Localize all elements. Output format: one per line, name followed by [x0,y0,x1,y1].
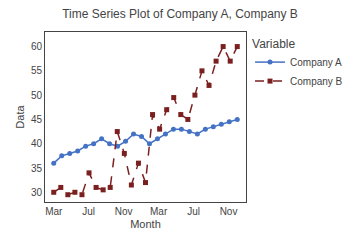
svg-text:60: 60 [31,41,43,52]
svg-text:Month: Month [130,218,161,230]
svg-text:35: 35 [31,163,43,174]
svg-text:Company A: Company A [290,57,342,68]
svg-text:55: 55 [31,65,43,76]
svg-text:50: 50 [31,90,43,101]
svg-text:Nov: Nov [115,206,133,217]
svg-text:Time Series Plot of Company A,: Time Series Plot of Company A, Company B [62,7,298,21]
svg-text:30: 30 [31,187,43,198]
svg-text:Data: Data [14,105,26,129]
svg-text:Company B: Company B [290,76,343,87]
svg-text:Variable: Variable [252,37,295,51]
svg-text:Mar: Mar [150,206,168,217]
svg-text:Jul: Jul [82,206,95,217]
svg-text:Jul: Jul [187,206,200,217]
svg-text:Mar: Mar [45,206,63,217]
svg-text:40: 40 [31,138,43,149]
svg-text:Nov: Nov [220,206,238,217]
svg-text:45: 45 [31,114,43,125]
